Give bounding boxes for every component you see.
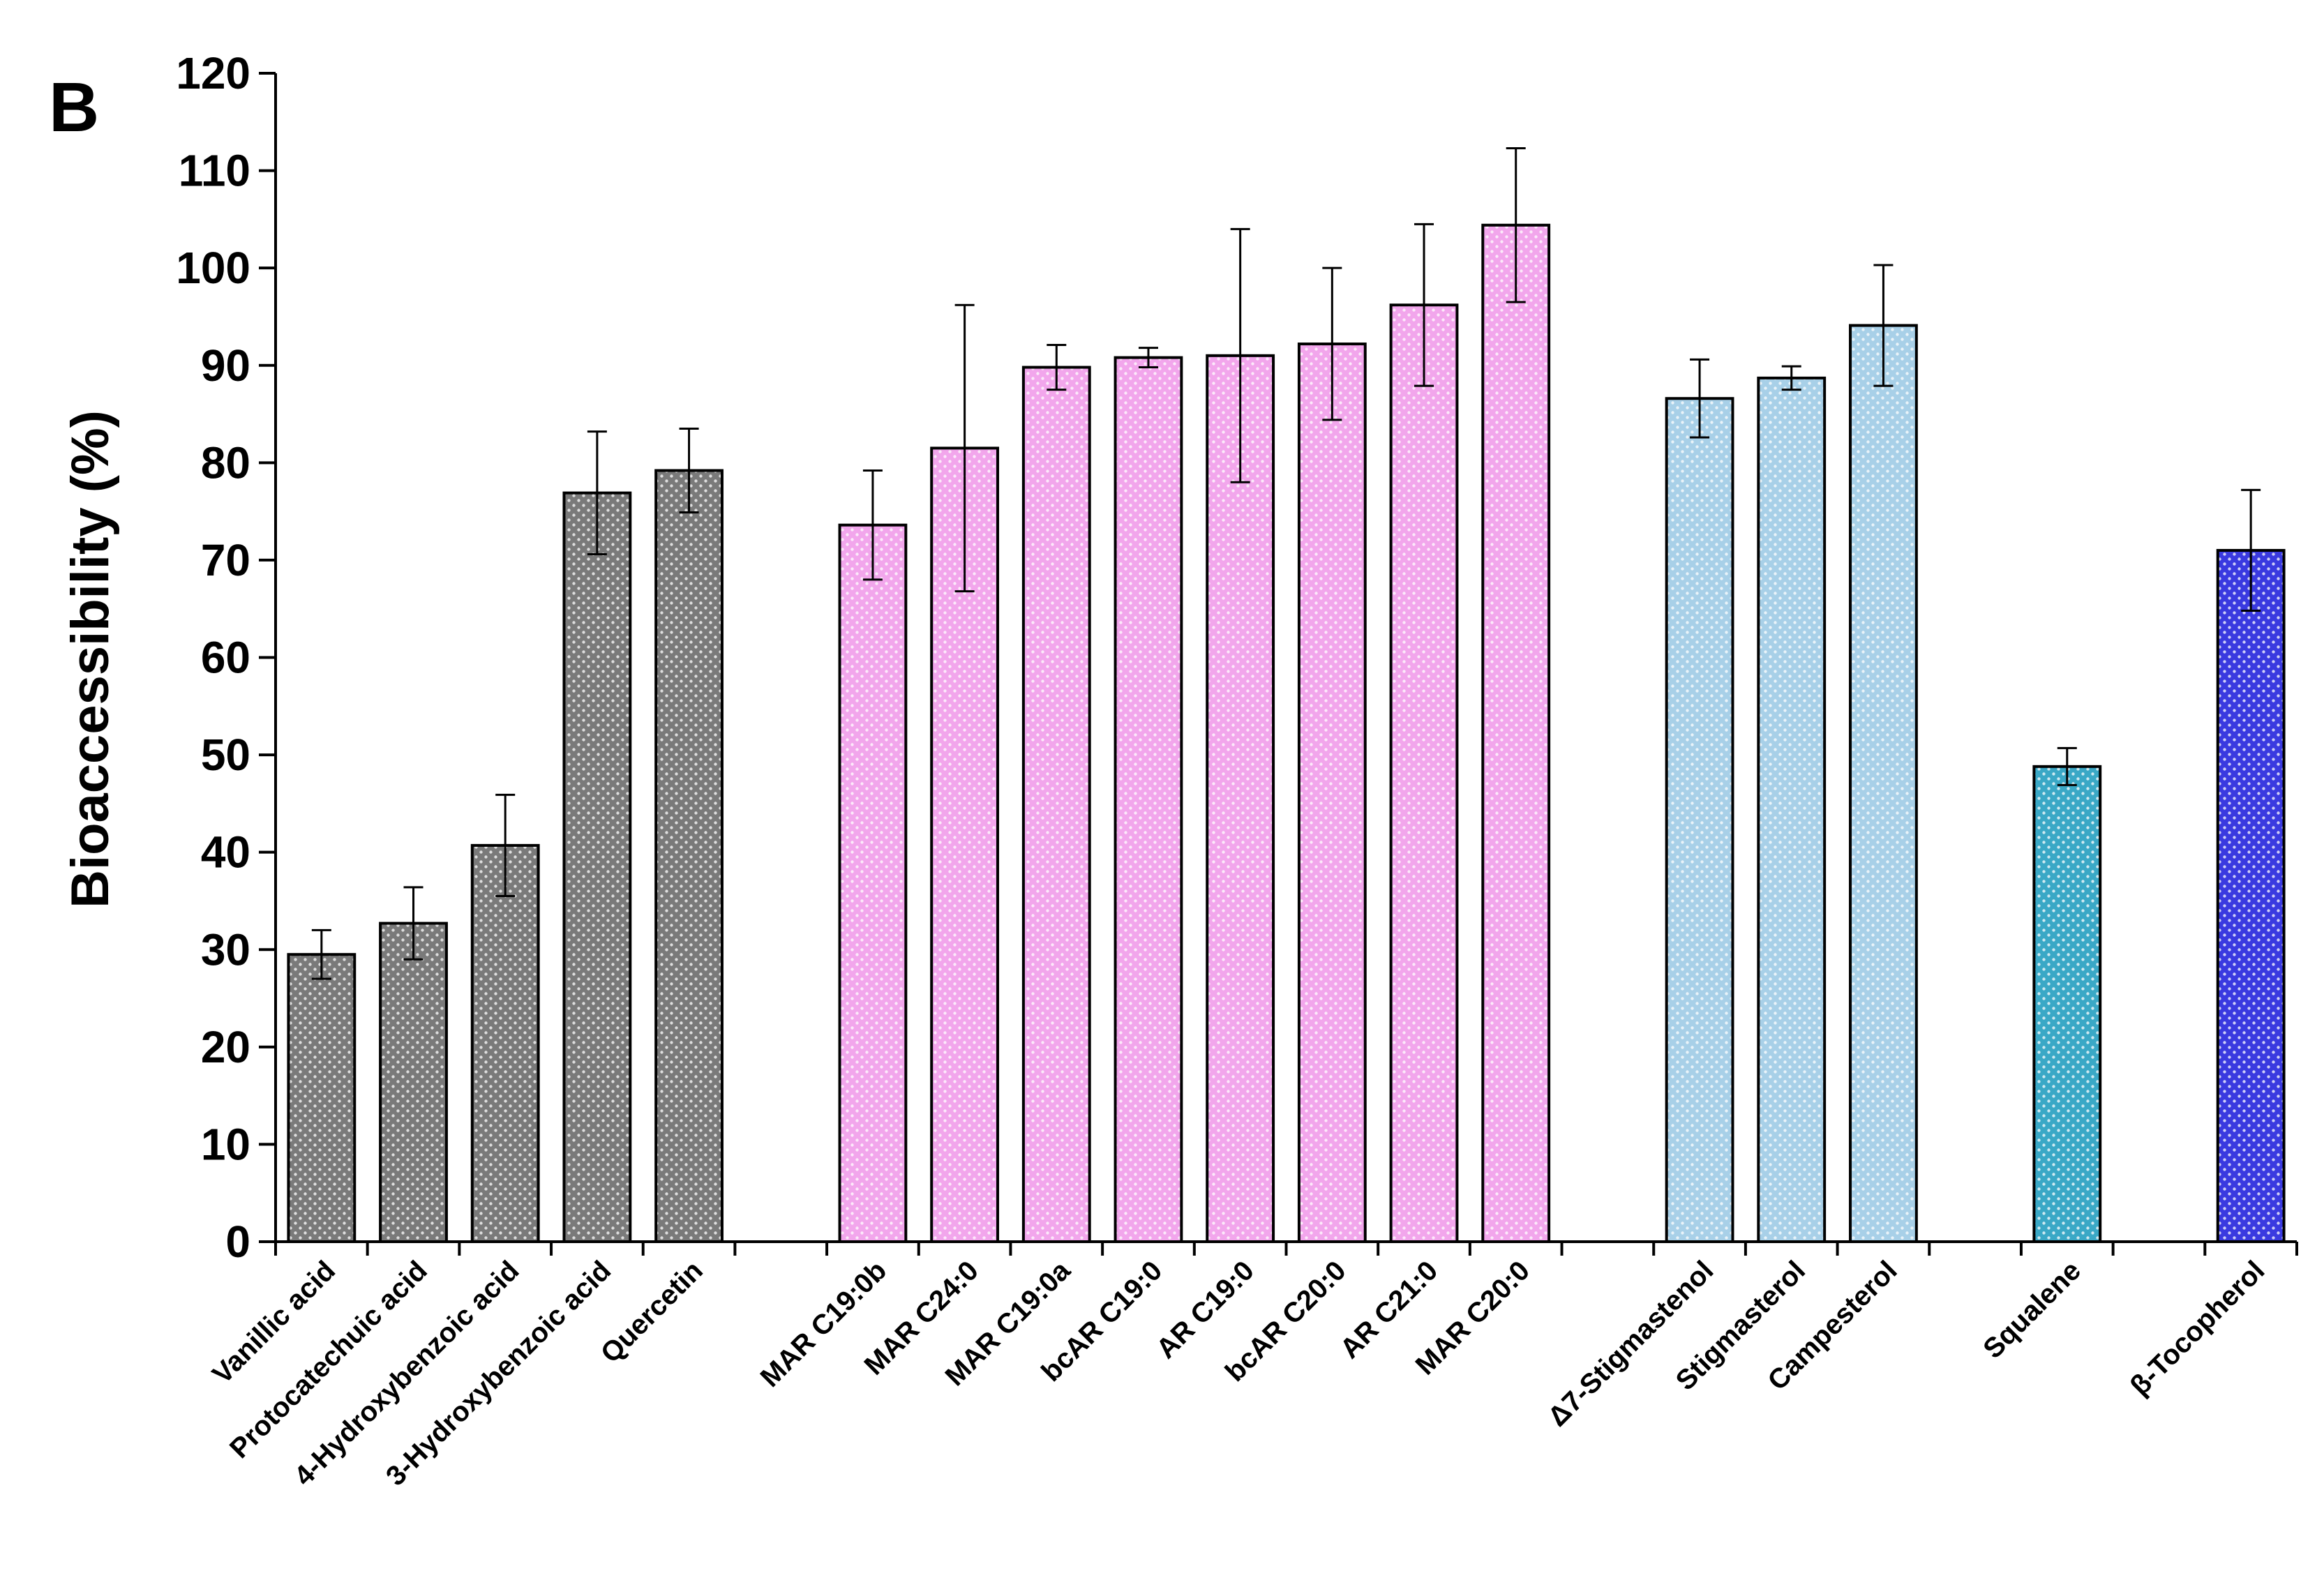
- y-tick-label: 20: [201, 1022, 250, 1072]
- y-axis: 0 10 20 30 40 50 60 70 80 90 100 110 120: [176, 48, 277, 1267]
- bar-pattern: [2032, 765, 2102, 1244]
- y-tick-label: 40: [201, 827, 250, 878]
- bar-pattern: [838, 523, 908, 1244]
- bar-pattern: [287, 953, 357, 1243]
- y-tick-label: 110: [179, 146, 250, 196]
- bar-pattern: [1206, 354, 1275, 1244]
- bar-pattern: [1757, 376, 1827, 1243]
- bar-pattern: [470, 843, 540, 1244]
- y-tick-label: 100: [176, 243, 250, 293]
- bar-pattern: [1481, 223, 1551, 1243]
- y-tick-label: 120: [176, 48, 250, 98]
- bar-pattern: [1297, 343, 1367, 1244]
- x-category-label: Squalene: [1977, 1255, 2087, 1364]
- bar-pattern: [562, 491, 632, 1244]
- bar-pattern: [1849, 324, 1918, 1243]
- y-tick-label: 60: [201, 633, 250, 683]
- x-category-label: β-Tocopherol: [2124, 1255, 2271, 1401]
- bars-layer: [287, 146, 2286, 1244]
- bar-pattern: [654, 469, 724, 1243]
- y-tick-label: 90: [201, 340, 250, 391]
- y-tick-label: 30: [201, 924, 250, 975]
- bar-pattern: [1389, 303, 1459, 1243]
- y-tick-label: 0: [225, 1217, 250, 1267]
- bar-pattern: [1665, 397, 1734, 1243]
- y-axis-label: Bioaccessibility (%): [61, 410, 120, 908]
- bar-pattern: [379, 922, 448, 1243]
- y-tick-label: 70: [201, 535, 250, 585]
- x-category-label: Δ7-Stigmastenol: [1542, 1255, 1719, 1432]
- bar-pattern: [2216, 548, 2286, 1243]
- bar-pattern: [1021, 366, 1091, 1244]
- y-tick-label: 10: [201, 1119, 250, 1169]
- panel-label: B: [49, 68, 99, 146]
- bar-pattern: [1114, 356, 1183, 1243]
- y-tick-label: 80: [201, 437, 250, 488]
- y-tick-label: 50: [201, 730, 250, 780]
